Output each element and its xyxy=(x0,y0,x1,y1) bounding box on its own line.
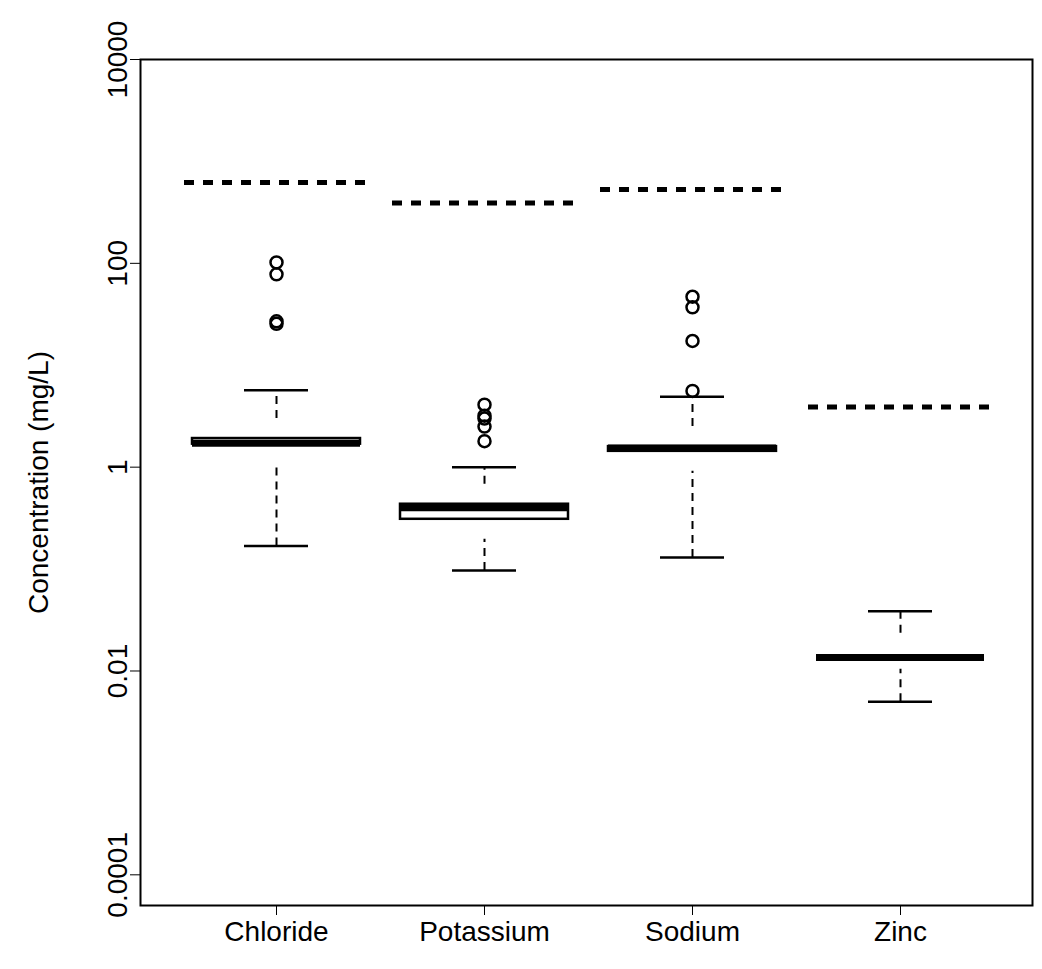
svg-text:100: 100 xyxy=(102,240,133,287)
svg-text:10000: 10000 xyxy=(102,21,133,99)
svg-text:Potassium: Potassium xyxy=(419,916,550,947)
svg-text:Zinc: Zinc xyxy=(874,916,927,947)
svg-text:Sodium: Sodium xyxy=(645,916,740,947)
svg-text:1: 1 xyxy=(102,459,133,475)
svg-text:0.01: 0.01 xyxy=(102,644,133,699)
svg-text:0.0001: 0.0001 xyxy=(102,832,133,918)
svg-text:Concentration (mg/L): Concentration (mg/L) xyxy=(23,351,54,614)
svg-text:Chloride: Chloride xyxy=(224,916,328,947)
